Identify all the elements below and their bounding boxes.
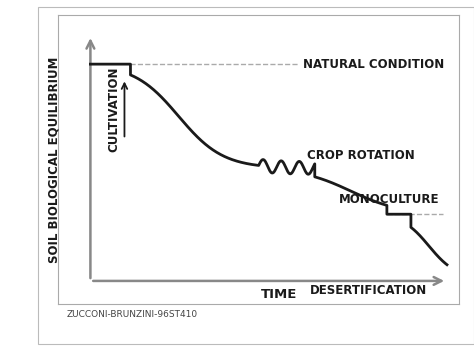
- Text: SOIL BIOLOGICAL EQUILIBRIUM: SOIL BIOLOGICAL EQUILIBRIUM: [48, 56, 61, 263]
- Text: CULTIVATION: CULTIVATION: [108, 66, 120, 152]
- Text: MONOCULTURE: MONOCULTURE: [338, 193, 439, 206]
- Text: NATURAL CONDITION: NATURAL CONDITION: [303, 58, 444, 71]
- Text: CROP ROTATION: CROP ROTATION: [307, 149, 414, 162]
- Text: TIME: TIME: [261, 288, 297, 301]
- Text: DESERTIFICATION: DESERTIFICATION: [310, 284, 427, 297]
- Text: ZUCCONI-BRUNZINI-96ST410: ZUCCONI-BRUNZINI-96ST410: [66, 310, 198, 319]
